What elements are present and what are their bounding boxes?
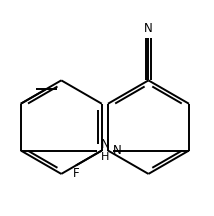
Text: H: H bbox=[101, 152, 109, 162]
Text: N: N bbox=[101, 138, 109, 151]
Text: N: N bbox=[144, 22, 153, 35]
Text: N: N bbox=[113, 144, 121, 157]
Text: F: F bbox=[73, 167, 79, 180]
